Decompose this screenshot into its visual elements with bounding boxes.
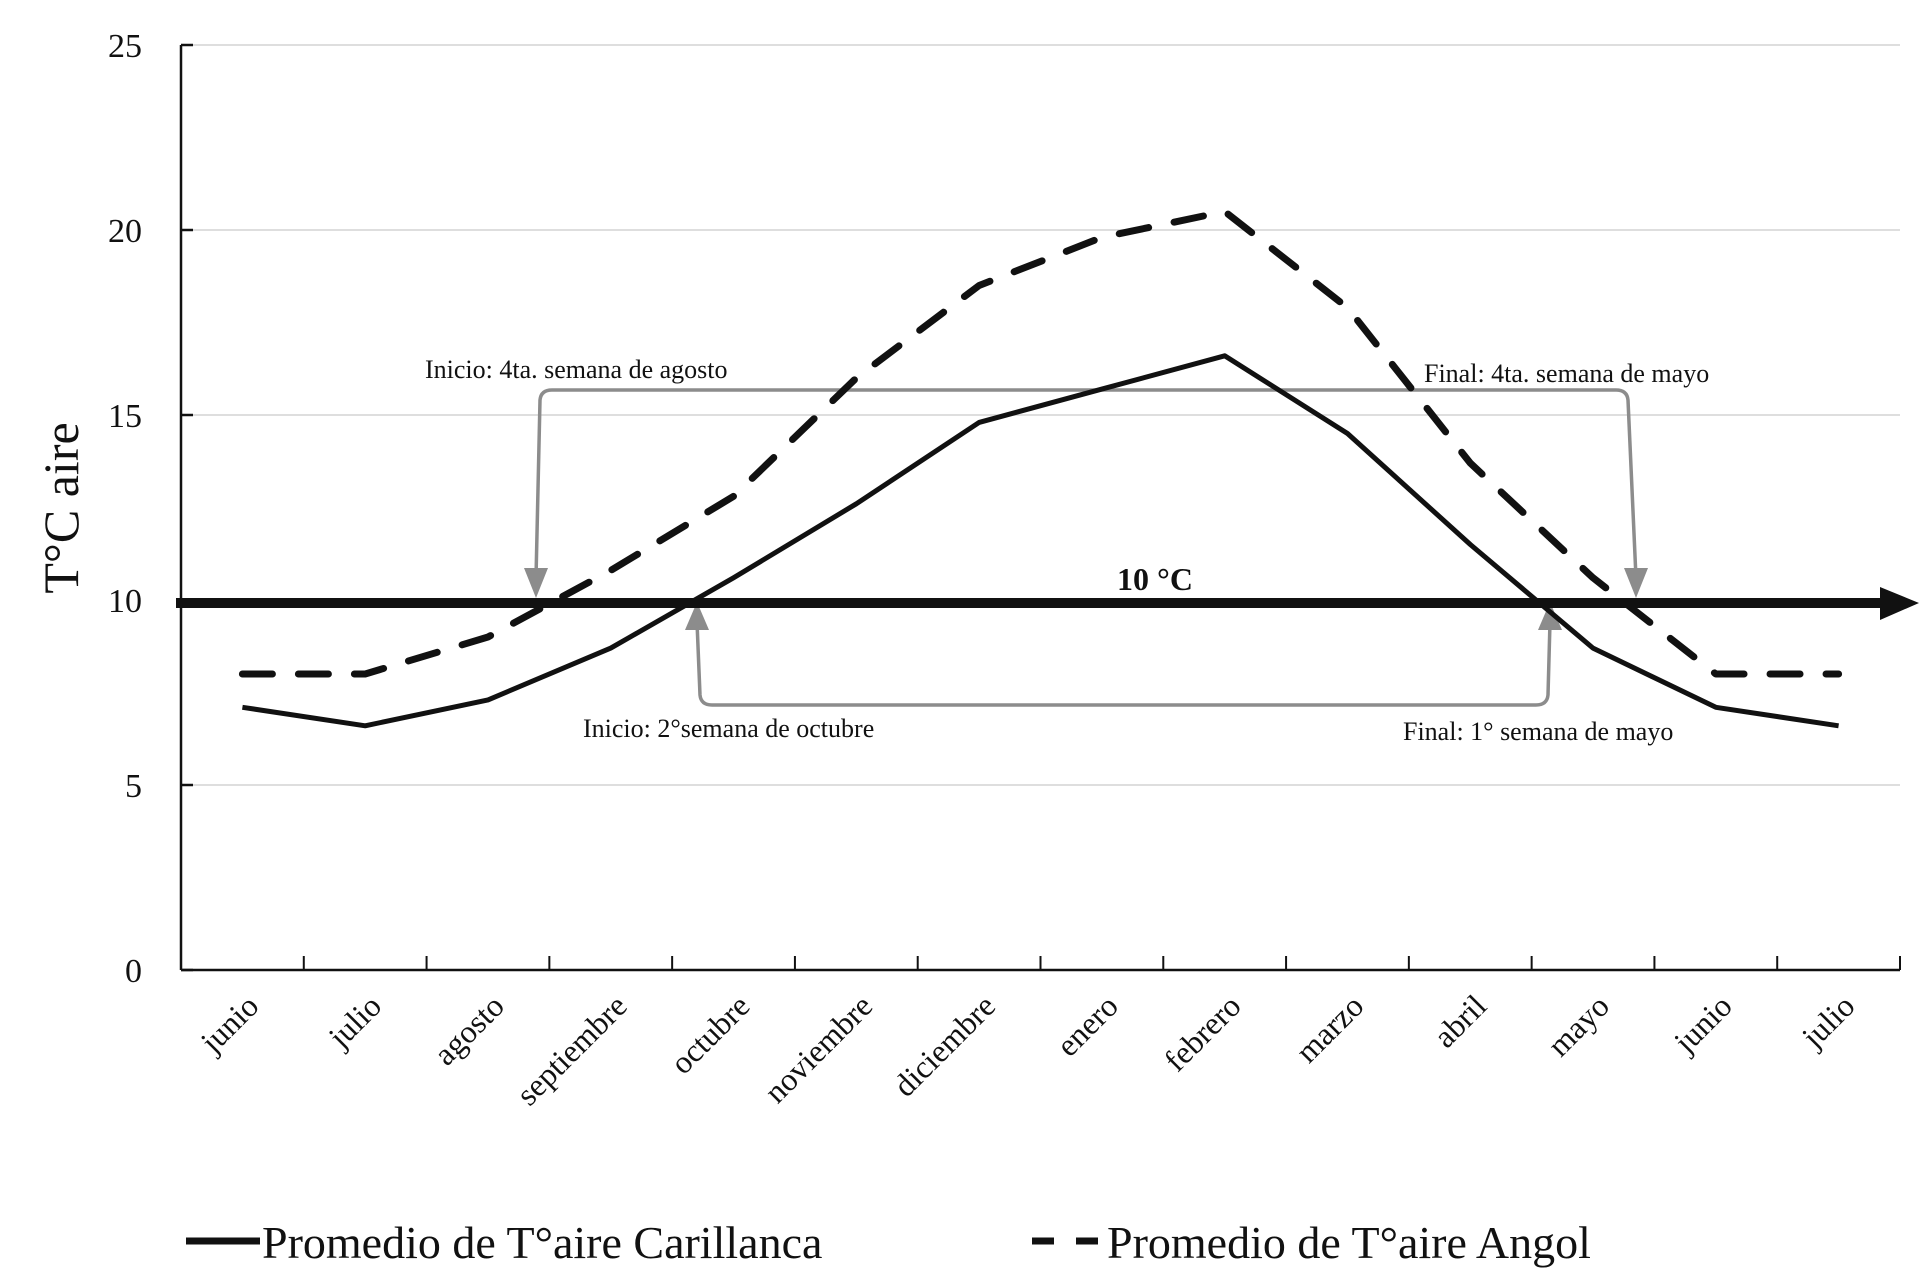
x-category-label: octubre — [663, 987, 756, 1080]
x-category-label: julio — [320, 987, 388, 1055]
y-tick-label: 25 — [108, 28, 142, 65]
y-axis-title: T°C aire — [33, 422, 89, 593]
x-category-label: mayo — [1540, 987, 1616, 1063]
y-tick-label: 10 — [108, 583, 142, 620]
x-category-label: abril — [1426, 987, 1493, 1054]
y-tick-label: 15 — [108, 398, 142, 435]
annotation-angol-start: Inicio: 4ta. semana de agosto — [425, 355, 728, 384]
threshold-10c-arrow — [176, 587, 1919, 620]
y-tick-label: 5 — [125, 768, 142, 805]
x-category-label: junio — [193, 987, 266, 1060]
y-axis-ticks: 0 5 10 15 20 25 — [108, 28, 193, 990]
annotation-angol-end: Final: 4ta. semana de mayo — [1424, 359, 1709, 388]
angol-series-line — [238, 208, 1843, 678]
x-axis-ticks — [302, 956, 1901, 970]
x-category-label: septiembre — [509, 987, 634, 1112]
x-category-label: junio — [1666, 987, 1739, 1060]
annotation-carillanca-start: Inicio: 2°semana de octubre — [583, 714, 874, 743]
angol-end-arrowhead-icon — [1624, 568, 1648, 598]
x-category-label: febrero — [1157, 987, 1248, 1078]
gridlines — [181, 44, 1900, 786]
carillanca-start-arrowhead-icon — [685, 602, 709, 630]
y-tick-label: 0 — [125, 953, 142, 990]
carillanca-series-line — [242, 353, 1839, 729]
x-category-label: agosto — [426, 987, 511, 1072]
carillanca-end-arrowhead-icon — [1538, 602, 1562, 630]
x-category-label: noviembre — [757, 987, 879, 1109]
threshold-label: 10 °C — [1117, 561, 1193, 597]
x-category-label: marzo — [1288, 987, 1370, 1069]
x-category-label: enero — [1049, 987, 1125, 1063]
annotation-carillanca-end: Final: 1° semana de mayo — [1403, 717, 1673, 746]
y-tick-label: 20 — [108, 213, 142, 250]
legend: Promedio de T°aire Carillanca Promedio d… — [186, 1217, 1591, 1268]
x-category-label: julio — [1794, 987, 1862, 1055]
legend-label-carillanca: Promedio de T°aire Carillanca — [262, 1217, 822, 1268]
legend-item-carillanca: Promedio de T°aire Carillanca — [186, 1217, 822, 1268]
threshold-arrowhead-icon — [1880, 587, 1919, 620]
angol-period-bracket — [524, 388, 1648, 598]
angol-start-arrowhead-icon — [524, 568, 548, 598]
x-category-label: diciembre — [886, 987, 1002, 1103]
carillanca-period-bracket — [685, 602, 1562, 707]
legend-label-angol: Promedio de T°aire Angol — [1107, 1217, 1591, 1268]
legend-item-angol: Promedio de T°aire Angol — [1032, 1217, 1591, 1268]
